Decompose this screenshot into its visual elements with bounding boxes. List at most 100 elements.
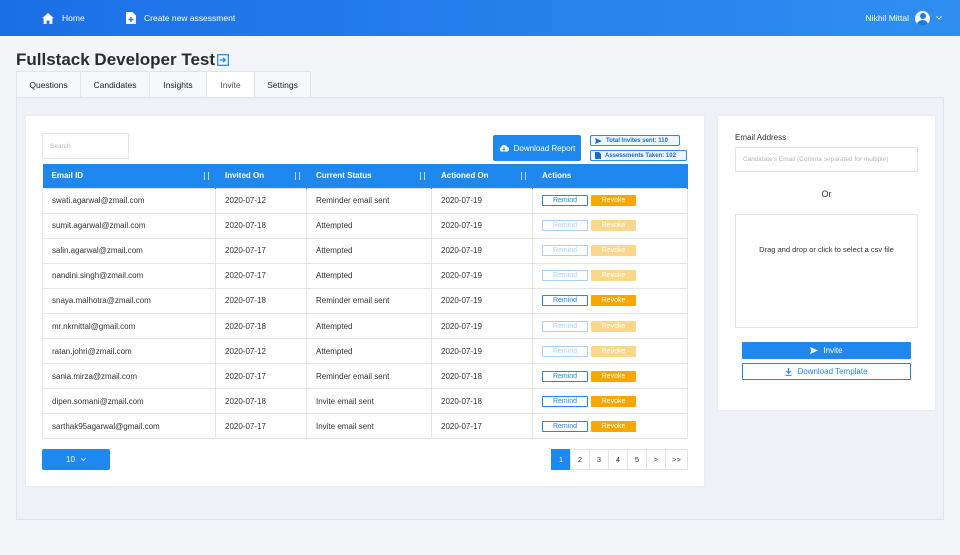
actioned-on-cell: 2020-07-19 xyxy=(431,287,533,314)
status-cell: Attempted xyxy=(306,312,432,340)
invites-table: Email ID Invited On Current Status Actio… xyxy=(42,164,688,440)
status-cell: Invite email sent xyxy=(306,388,432,415)
open-external-icon[interactable] xyxy=(217,54,229,66)
status-cell: Attempted xyxy=(306,338,432,365)
status-cell: Reminder email sent xyxy=(306,287,432,314)
remind-button[interactable]: Remind xyxy=(542,420,588,432)
table-row: snaya.malhotra@zmail.com 2020-07-18 Remind… xyxy=(42,287,688,314)
invited-on-cell: 2020-07-18 xyxy=(215,287,307,314)
download-icon xyxy=(785,367,792,376)
remind-button[interactable]: Remind xyxy=(542,320,588,332)
remind-button[interactable]: Remind xyxy=(542,345,588,357)
revoke-button[interactable]: Revoke xyxy=(591,345,636,357)
download-report-button[interactable]: Download Report xyxy=(493,135,581,161)
column-header-actioned-on[interactable]: Actioned On xyxy=(431,164,533,188)
revoke-button[interactable]: Revoke xyxy=(591,220,636,232)
column-sort-icon[interactable] xyxy=(521,172,526,180)
email-address-label: Email Address xyxy=(735,133,787,142)
total-invites-text: Total Invites sent: 110 xyxy=(606,137,668,144)
chevron-down-icon xyxy=(936,16,942,20)
search-input[interactable] xyxy=(42,133,129,159)
actioned-on-cell: 2020-07-19 xyxy=(431,212,533,239)
column-header-label: Current Status xyxy=(316,171,372,181)
invited-on-cell: 2020-07-12 xyxy=(215,187,307,214)
new-document-icon xyxy=(126,12,136,24)
invited-on-cell: 2020-07-17 xyxy=(215,262,307,289)
chevron-down-icon xyxy=(81,458,86,461)
download-report-label: Download Report xyxy=(513,143,576,153)
tab-candidates[interactable]: Candidates xyxy=(80,71,149,98)
column-sort-icon[interactable] xyxy=(204,172,209,180)
remind-button[interactable]: Remind xyxy=(542,270,588,282)
page-button[interactable]: > xyxy=(646,449,665,470)
status-cell: Attempted xyxy=(306,212,432,239)
tab-settings[interactable]: Settings xyxy=(254,71,311,98)
page-button[interactable]: 4 xyxy=(608,449,627,470)
page-button[interactable]: 2 xyxy=(570,449,589,470)
tab-questions[interactable]: Questions xyxy=(16,71,80,98)
revoke-button[interactable]: Revoke xyxy=(591,370,636,382)
tab-insights[interactable]: Insights xyxy=(149,71,206,98)
remind-button[interactable]: Remind xyxy=(542,220,588,232)
page-button[interactable]: 3 xyxy=(589,449,608,470)
remind-button[interactable]: Remind xyxy=(542,295,588,307)
csv-dropzone[interactable]: Drag and drop or click to select a csv f… xyxy=(735,214,918,328)
table-row: sarthak95agarwal@gmail.com 2020-07-17 Invi… xyxy=(42,413,688,440)
column-header-current-status[interactable]: Current Status xyxy=(306,164,432,188)
user-menu[interactable]: Nikhil Mittal xyxy=(866,0,942,36)
column-sort-icon[interactable] xyxy=(420,172,425,180)
email-field[interactable] xyxy=(735,147,918,172)
revoke-button[interactable]: Revoke xyxy=(591,245,636,257)
invited-on-cell: 2020-07-18 xyxy=(215,388,307,415)
email-cell: sumit.agarwal@zmail.com xyxy=(42,212,216,239)
page-title-text: Fullstack Developer Test xyxy=(16,50,216,69)
invited-on-cell: 2020-07-17 xyxy=(215,363,307,390)
nav-home-link[interactable]: Home xyxy=(42,0,85,36)
actioned-on-cell: 2020-07-19 xyxy=(431,187,533,214)
table-header-row: Email ID Invited On Current Status Actio… xyxy=(42,164,688,188)
column-header-invited-on[interactable]: Invited On xyxy=(215,164,307,188)
invited-on-cell: 2020-07-18 xyxy=(215,312,307,340)
actioned-on-cell: 2020-07-18 xyxy=(431,388,533,415)
revoke-button[interactable]: Revoke xyxy=(591,395,636,407)
remind-button[interactable]: Remind xyxy=(542,195,588,207)
column-header-email[interactable]: Email ID xyxy=(42,164,216,188)
invited-on-cell: 2020-07-18 xyxy=(215,212,307,239)
remind-button[interactable]: Remind xyxy=(542,245,588,257)
page-button[interactable]: 1 xyxy=(551,449,570,470)
table-row: ratan.johri@zmail.com 2020-07-12 Attempted… xyxy=(42,338,688,365)
or-separator: Or xyxy=(821,189,832,199)
actions-cell: Remind Revoke xyxy=(532,363,688,390)
document-icon xyxy=(595,152,601,159)
table-row: swati.agarwal@zmail.com 2020-07-12 Reminde… xyxy=(42,187,688,214)
total-invites-badge: Total Invites sent: 110 xyxy=(590,135,680,146)
page-button[interactable]: 5 xyxy=(627,449,646,470)
page-title: Fullstack Developer Test xyxy=(16,50,229,70)
actions-cell: Remind Revoke xyxy=(532,237,688,264)
revoke-button[interactable]: Revoke xyxy=(591,270,636,282)
email-cell: sarthak95agarwal@gmail.com xyxy=(42,413,216,440)
column-sort-icon[interactable] xyxy=(295,172,300,180)
column-header-actions: Actions xyxy=(532,164,688,188)
send-icon xyxy=(810,347,819,354)
column-header-label: Actioned On xyxy=(441,171,489,181)
revoke-button[interactable]: Revoke xyxy=(591,195,636,207)
invite-button[interactable]: Invite xyxy=(742,342,911,359)
user-name: Nikhil Mittal xyxy=(865,13,909,23)
actioned-on-cell: 2020-07-17 xyxy=(431,413,533,440)
nav-create-assessment-link[interactable]: Create new assessment xyxy=(126,0,235,36)
column-header-label: Email ID xyxy=(51,171,84,181)
page-size-dropdown[interactable]: 10 xyxy=(42,449,110,470)
tab-invite[interactable]: Invite xyxy=(206,71,254,98)
download-template-button[interactable]: Download Template xyxy=(742,363,911,380)
actions-cell: Remind Revoke xyxy=(532,287,688,314)
revoke-button[interactable]: Revoke xyxy=(591,320,636,332)
remind-button[interactable]: Remind xyxy=(542,370,588,382)
remind-button[interactable]: Remind xyxy=(542,395,588,407)
actioned-on-cell: 2020-07-19 xyxy=(431,262,533,289)
cloud-download-icon xyxy=(499,144,509,152)
page-button[interactable]: >> xyxy=(665,449,688,470)
revoke-button[interactable]: Revoke xyxy=(591,420,636,432)
table-row: nandini.singh@zmail.com 2020-07-17 Attempt… xyxy=(42,262,688,289)
revoke-button[interactable]: Revoke xyxy=(591,295,636,307)
